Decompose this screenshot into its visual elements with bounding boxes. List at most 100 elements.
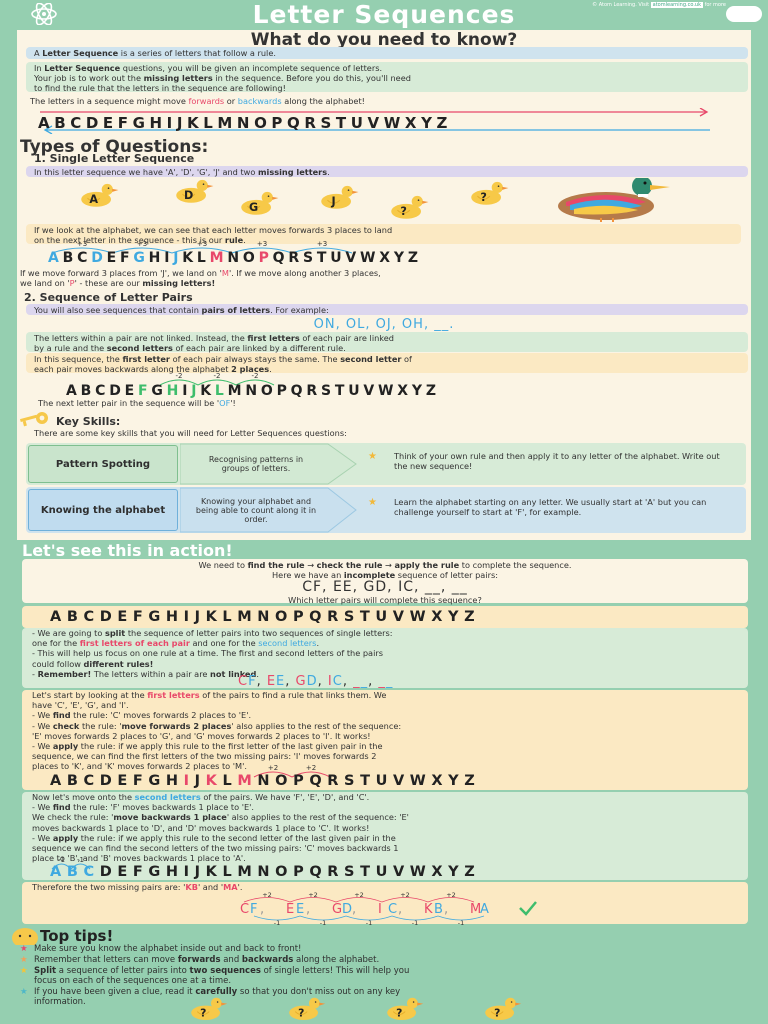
alphabet-letter: K bbox=[200, 383, 215, 399]
check-icon bbox=[519, 901, 537, 916]
arc-label: -1 bbox=[366, 919, 372, 926]
credit-text: © Atom Learning. Visit atomlearning.co.u… bbox=[592, 2, 726, 8]
alphabet-letter: S bbox=[302, 250, 317, 266]
arc-label: -1 bbox=[320, 919, 326, 926]
plus2-arcs: +2 +2 bbox=[253, 764, 331, 778]
direction-arrows bbox=[40, 108, 710, 134]
arc-mark bbox=[289, 897, 337, 903]
alphabet-letter: J bbox=[194, 864, 206, 880]
first-letter: I bbox=[327, 674, 333, 689]
alphabet-letter: V bbox=[392, 773, 410, 789]
alphabet-letter: C bbox=[83, 773, 100, 789]
alphabet-letter: Q bbox=[309, 773, 328, 789]
arc-mark bbox=[335, 897, 383, 903]
alphabet-letter: B bbox=[66, 864, 84, 880]
action-heading: Let's see this in action! bbox=[22, 541, 233, 560]
alphabet-letter: N bbox=[227, 250, 243, 266]
alphabet-letter: R bbox=[327, 864, 345, 880]
minus2-arcs: -2 -2 -2 bbox=[160, 372, 275, 386]
alphabet-letter: B bbox=[62, 250, 78, 266]
tips-heading: Top tips! bbox=[40, 927, 114, 945]
answer-second-letter: E bbox=[296, 902, 304, 917]
arc-mark bbox=[253, 771, 293, 778]
svg-text:,: , bbox=[352, 902, 356, 917]
alphabet-letter: Z bbox=[464, 773, 481, 789]
duck-icon: G bbox=[241, 191, 279, 215]
duck-letter: G bbox=[249, 201, 258, 214]
credit-link[interactable]: atomlearning.co.uk bbox=[650, 2, 703, 8]
mallard-duck-icon bbox=[558, 178, 670, 222]
pairs-rule: In this sequence, the first letter of ea… bbox=[26, 353, 748, 374]
alphabet-letter: Q bbox=[309, 864, 328, 880]
duck-icon: ? bbox=[387, 997, 424, 1020]
alphabet-letter: M bbox=[237, 864, 258, 880]
alphabet-row-1: ABCDEFGHIJKLMNOPQRSTUVWXYZ bbox=[38, 114, 453, 132]
duck-row: A D G J?? bbox=[81, 178, 670, 222]
star-icon: ★ bbox=[20, 944, 28, 954]
arc-label: +2 bbox=[400, 892, 410, 899]
duck-letter: ? bbox=[298, 1006, 304, 1019]
star-icon: ★ bbox=[20, 966, 28, 976]
key-skills-intro: There are some key skills that you will … bbox=[34, 428, 347, 438]
split-card: - We are going to split the sequence of … bbox=[22, 628, 748, 688]
alphabet-letter: D bbox=[91, 250, 107, 266]
second-letter: _ bbox=[360, 674, 369, 689]
tip-1: ★ Make sure you know the alphabet inside … bbox=[20, 944, 302, 954]
bottom-duck-row: ???? bbox=[191, 997, 522, 1020]
skill-desc-pattern: Recognising patterns in groups of letter… bbox=[208, 455, 304, 473]
alphabet-letter: E bbox=[124, 383, 138, 399]
alphabet-letter: J bbox=[191, 383, 201, 399]
arc-label: -1 bbox=[458, 919, 464, 926]
first-letter: G bbox=[295, 674, 307, 689]
answer-first-letter: K bbox=[424, 902, 433, 917]
answer-sequence: C F ,+2-1E E ,+2-1G D ,+2-1I C ,+2-1K B ,+2-1MA bbox=[240, 892, 537, 926]
alphabet-letter: Z bbox=[407, 250, 422, 266]
alphabet-letter: Y bbox=[393, 250, 408, 266]
arc-label: -1 bbox=[77, 856, 84, 864]
alphabet-letter: B bbox=[80, 383, 96, 399]
alphabet-letter: E bbox=[117, 864, 133, 880]
arc-mark bbox=[345, 915, 393, 921]
move-direction-text: The letters in a sequence might move for… bbox=[30, 96, 365, 106]
atom-logo-icon bbox=[31, 3, 57, 25]
arc-label: -2 bbox=[252, 372, 259, 380]
intro-paragraph: In Letter Sequence questions, you will b… bbox=[26, 62, 748, 93]
arc-mark bbox=[231, 247, 293, 254]
alphabet-letter: G bbox=[148, 864, 166, 880]
alphabet-letter: Q bbox=[290, 383, 307, 399]
tip-4: ★ If you have been given a clue, read it … bbox=[20, 987, 401, 1007]
skill-tip-pattern: Think of your own rule and then apply it… bbox=[394, 451, 720, 472]
alphabet-letter: L bbox=[222, 773, 238, 789]
alphabet-letter: G bbox=[133, 250, 149, 266]
answer-card: Therefore the two missing pairs are: 'KB… bbox=[22, 882, 748, 924]
alphabet-letter: Y bbox=[448, 864, 465, 880]
alphabet-letter: F bbox=[132, 864, 149, 880]
alphabet-letter: K bbox=[205, 864, 223, 880]
alphabet-letter: W bbox=[378, 383, 398, 399]
arc-label: -2 bbox=[214, 372, 221, 380]
alphabet-letter: D bbox=[99, 773, 118, 789]
alphabet-letter: N bbox=[245, 383, 261, 399]
alphabet-row-2: ABCDEFGHIJKLMNOPQRSTUVWXYZ bbox=[48, 250, 422, 266]
alphabet-letter: H bbox=[148, 250, 165, 266]
answer-first-letter: I bbox=[378, 902, 382, 917]
alphabet-letter: O bbox=[275, 864, 294, 880]
skill-tip-alphabet: Learn the alphabet starting on any lette… bbox=[394, 497, 707, 518]
arc-mark bbox=[111, 247, 173, 254]
alphabet-letter: P bbox=[258, 250, 273, 266]
alphabet-letter: T bbox=[316, 250, 331, 266]
alphabet-letter: U bbox=[330, 250, 346, 266]
alphabet-letter: E bbox=[117, 773, 133, 789]
duck-letter: A bbox=[89, 193, 98, 206]
alphabet-letter: I bbox=[183, 864, 195, 880]
alphabet-letter: V bbox=[345, 250, 361, 266]
arc-label: -2 bbox=[176, 372, 183, 380]
alphabet-letter: S bbox=[320, 383, 335, 399]
definition-band: A Letter Sequence is a series of letters… bbox=[26, 47, 748, 59]
answer-first-letter: E bbox=[286, 902, 294, 917]
duck-letter: ? bbox=[396, 1006, 402, 1019]
alphabet-letter: F bbox=[120, 250, 134, 266]
alphabet-letter: T bbox=[360, 773, 376, 789]
alphabet-letter: E bbox=[106, 250, 120, 266]
alphabet-letter: W bbox=[409, 864, 432, 880]
